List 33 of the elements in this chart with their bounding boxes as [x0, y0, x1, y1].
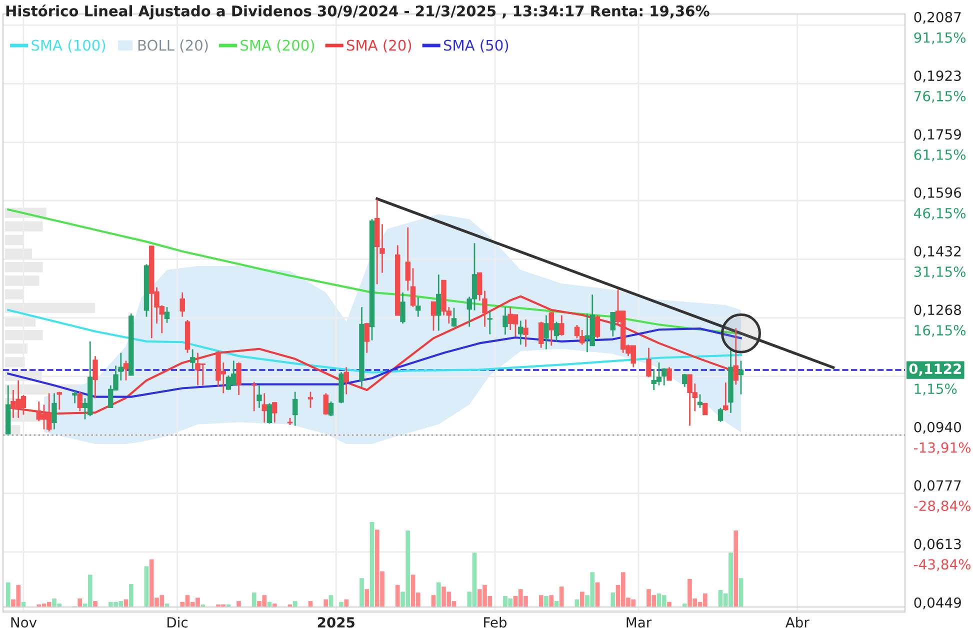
y-tick-label: 0,0777: [914, 480, 961, 492]
y2-tick-label: 91,15%: [914, 32, 966, 44]
legend-label: SMA (200): [240, 40, 314, 52]
y2-tick-label: 76,15%: [914, 90, 966, 103]
x-tick-label: 2025: [318, 617, 354, 628]
y-tick-label: 0,1596: [914, 187, 962, 200]
y-tick-label: 0,0449: [914, 597, 961, 610]
y2-tick-label: -43,84%: [914, 559, 971, 572]
legend-label: SMA (50): [444, 40, 508, 52]
legend-label: SMA (20): [346, 40, 412, 52]
y-tick-label: 0,0613: [914, 538, 961, 551]
x-tick-label: Abr: [785, 616, 810, 628]
x-tick-label: Feb: [484, 616, 507, 628]
y-tick-label: 0,2087: [914, 12, 961, 24]
y2-tick-label: 31,15%: [914, 266, 966, 278]
ref-line-label: 0,1122: [909, 364, 961, 376]
y-tick-label: 0,0940: [914, 422, 962, 434]
y-tick-label: 0,1268: [914, 304, 961, 317]
x-tick-label: Dic: [168, 616, 188, 628]
y2-tick-label: 16,15%: [914, 325, 966, 337]
x-tick-label: Mar: [626, 617, 652, 628]
y2-tick-label: 1,15%: [914, 384, 957, 396]
y-tick-label: 0,1923: [914, 70, 961, 82]
x-tick-label: Nov: [11, 617, 37, 628]
legend-label: SMA (100): [32, 40, 106, 52]
y2-tick-label: -13,91%: [914, 442, 971, 454]
y2-tick-label: -28,84%: [914, 500, 971, 512]
legend-label: BOLL (20): [138, 40, 208, 52]
y2-tick-label: 46,15%: [914, 208, 966, 220]
y-tick-label: 0,1432: [914, 246, 961, 258]
y2-tick-label: 61,15%: [914, 149, 966, 162]
y-tick-label: 0,1759: [914, 129, 961, 142]
chart-title: Histórico Lineal Ajustado a Dividenos 30/9/2024 - 21/3/2025 , 13:34:17 Renta: 19,36%: [6, 4, 710, 20]
